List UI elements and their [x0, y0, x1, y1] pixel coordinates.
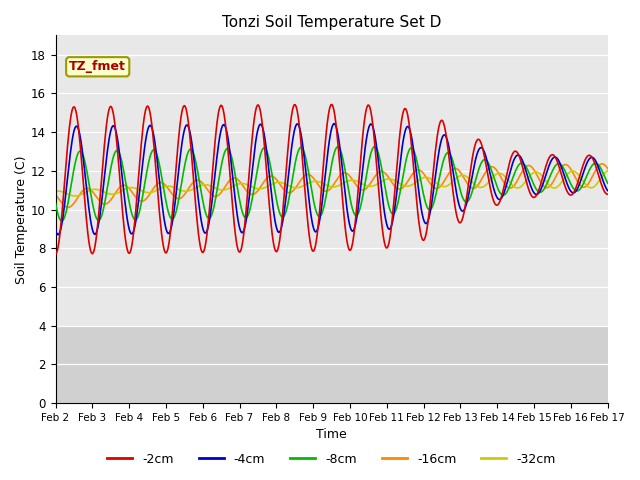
Y-axis label: Soil Temperature (C): Soil Temperature (C)	[15, 155, 28, 284]
X-axis label: Time: Time	[316, 429, 347, 442]
Text: TZ_fmet: TZ_fmet	[69, 60, 126, 73]
Legend: -2cm, -4cm, -8cm, -16cm, -32cm: -2cm, -4cm, -8cm, -16cm, -32cm	[102, 447, 561, 470]
Bar	[56, 326, 607, 403]
Title: Tonzi Soil Temperature Set D: Tonzi Soil Temperature Set D	[222, 15, 441, 30]
